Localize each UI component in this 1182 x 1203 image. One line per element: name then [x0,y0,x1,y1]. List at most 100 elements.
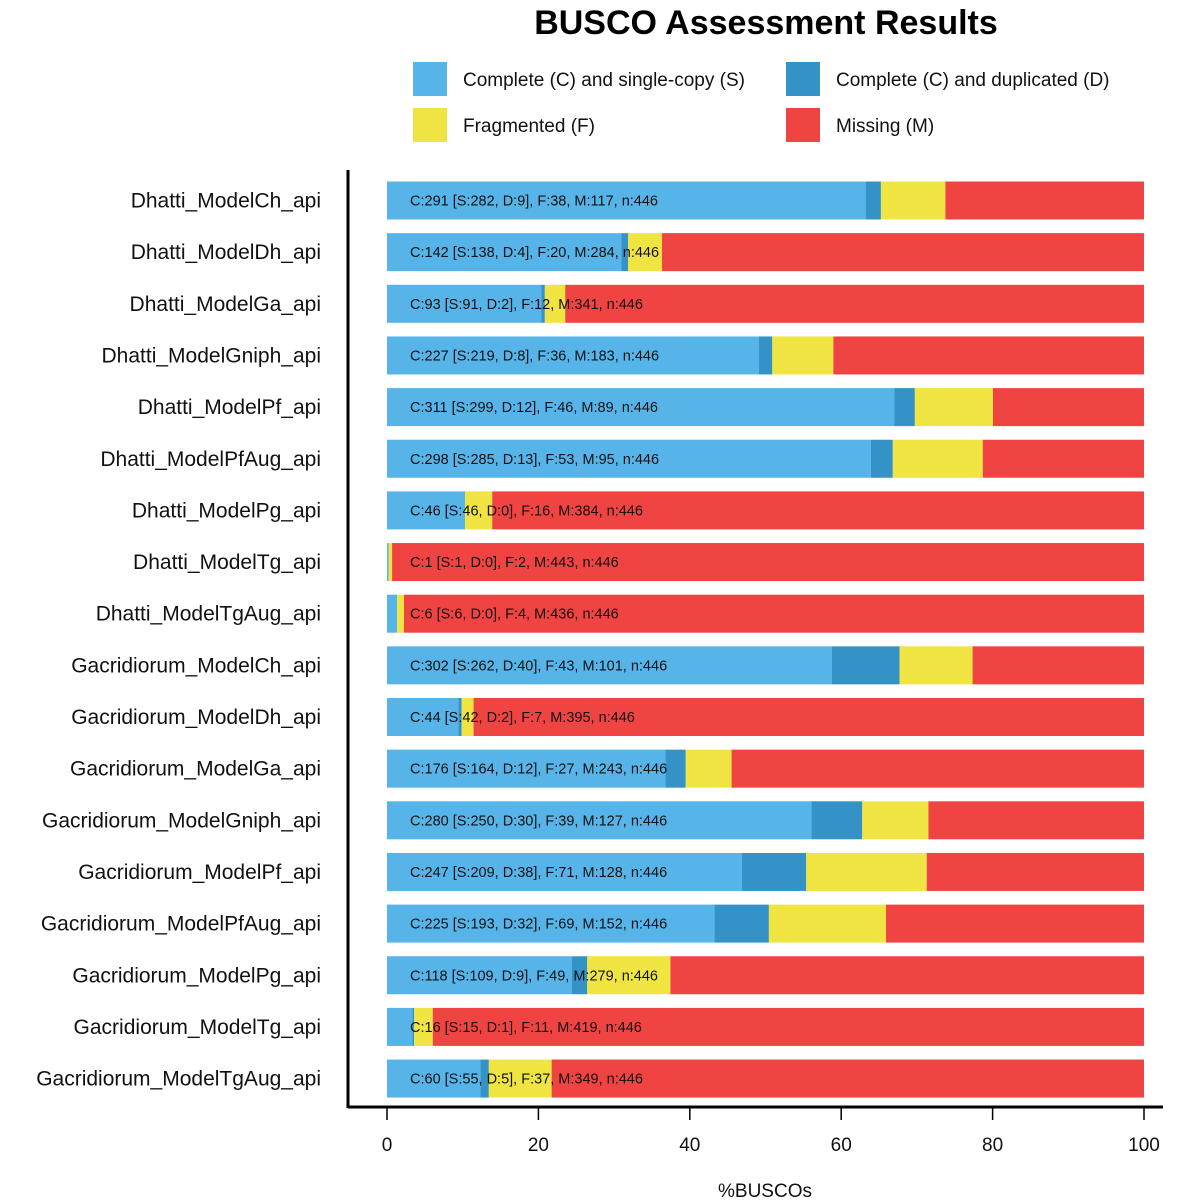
bar-segment-m [565,284,1144,323]
bar-segment-s [387,284,542,323]
bar-summary-label: C:118 [S:109, D:9], F:49, M:279, n:446 [410,968,658,984]
bar-segment-s [387,439,871,478]
bar-segment-m [886,904,1144,943]
bar-Dhatti_ModelPfAug_api: C:298 [S:285, D:13], F:53, M:95, n:446 [387,439,1144,478]
category-label: Dhatti_ModelPg_api [132,499,321,522]
bar-segment-f [544,284,566,323]
bar-segment-m [928,801,1144,840]
category-label: Dhatti_ModelCh_api [131,190,321,213]
x-axis-label: %BUSCOs [718,1181,812,1202]
bar-segment-d [458,698,462,736]
bar-segment-f [892,439,983,478]
bar-segment-m [551,1059,1144,1098]
bar-segment-d [870,439,893,478]
bar-summary-label: C:6 [S:6, D:0], F:4, M:436, n:446 [410,607,619,623]
bar-summary-label: C:298 [S:285, D:13], F:53, M:95, n:446 [410,452,659,468]
bar-Dhatti_ModelPf_api: C:311 [S:299, D:12], F:46, M:89, n:446 [387,388,1144,427]
bar-segment-m [670,956,1144,995]
bar-segment-f [880,181,946,220]
legend-swatch-d [786,62,820,96]
chart-title: BUSCO Assessment Results [534,4,998,42]
bar-Dhatti_ModelGa_api: C:93 [S:91, D:2], F:12, M:341, n:446 [387,284,1144,323]
category-label: Gacridiorum_ModelTg_api [74,1016,321,1039]
bar-summary-label: C:247 [S:209, D:38], F:71, M:128, n:446 [410,865,667,881]
bar-summary-label: C:176 [S:164, D:12], F:27, M:243, n:446 [410,762,667,778]
bar-Dhatti_ModelPg_api: C:46 [S:46, D:0], F:16, M:384, n:446 [387,491,1145,530]
bar-segment-s [387,1059,481,1098]
bar-segment-s [387,698,459,736]
bar-segment-d [541,284,545,323]
category-labels: Dhatti_ModelCh_api Dhatti_ModelDh_api Dhat… [36,190,321,1091]
bar-Dhatti_ModelCh_api: C:291 [S:282, D:9], F:38, M:117, n:446 [387,181,1144,220]
legend-label-m: Missing (M) [836,116,934,137]
bar-segment-s [387,956,573,995]
bar-segment-f [914,388,993,427]
bar-summary-label: C:46 [S:46, D:0], F:16, M:384, n:446 [410,503,643,519]
bar-segment-s [387,904,715,943]
legend-swatch-s [413,62,447,96]
category-label: Gacridiorum_ModelDh_api [71,706,321,729]
bar-Gacridiorum_ModelGniph_api: C:280 [S:250, D:30], F:39, M:127, n:446 [387,801,1144,840]
bar-segment-m [972,646,1144,685]
bar-segment-s [387,801,812,840]
category-label: Gacridiorum_ModelPf_api [78,861,321,884]
x-tick-label: 40 [679,1135,700,1156]
bar-Gacridiorum_ModelPfAug_api: C:225 [S:193, D:32], F:69, M:152, n:446 [387,904,1144,943]
x-ticks: 0 20 40 60 80 100 [382,1108,1160,1156]
bar-segment-d [865,181,881,220]
bar-segment-m [945,181,1144,220]
legend-swatch-f [413,108,447,142]
bars-group: C:291 [S:282, D:9], F:38, M:117, n:446 C:… [387,181,1145,1098]
bar-segment-f [628,233,662,272]
x-tick-label: 0 [382,1135,393,1156]
x-tick-label: 100 [1128,1135,1160,1156]
bar-segment-d [480,1059,489,1098]
bar-segment-s [387,646,832,685]
category-label: Gacridiorum_ModelTgAug_api [36,1068,321,1091]
bar-segment-s [387,491,466,530]
bar-segment-s [387,233,622,272]
bar-summary-label: C:280 [S:250, D:30], F:39, M:127, n:446 [410,813,667,829]
bar-segment-d [758,336,773,375]
legend-label-s: Complete (C) and single-copy (S) [463,70,745,91]
bar-summary-label: C:225 [S:193, D:32], F:69, M:152, n:446 [410,917,667,933]
bar-segment-f [414,1007,433,1046]
bar-summary-label: C:142 [S:138, D:4], F:20, M:284, n:446 [410,245,659,261]
bar-segment-m [432,1007,1144,1046]
bar-segment-m [833,336,1144,375]
bar-Gacridiorum_ModelPf_api: C:247 [S:209, D:38], F:71, M:128, n:446 [387,852,1144,891]
bar-Gacridiorum_ModelPg_api: C:118 [S:109, D:9], F:49, M:279, n:446 [387,956,1144,995]
bar-segment-d [894,388,915,427]
bar-Gacridiorum_ModelTgAug_api: C:60 [S:55, D:5], F:37, M:349, n:446 [387,1059,1144,1098]
bar-segment-s [387,181,866,220]
bar-Gacridiorum_ModelTg_api: C:16 [S:15, D:1], F:11, M:419, n:446 [387,1007,1144,1046]
category-label: Gacridiorum_ModelPfAug_api [41,913,321,936]
category-label: Dhatti_ModelPfAug_api [100,448,321,471]
bar-summary-label: C:60 [S:55, D:5], F:37, M:349, n:446 [410,1072,643,1088]
legend-swatch-m [786,108,820,142]
bar-segment-d [741,852,807,891]
bar-segment-f [388,543,393,582]
legend: Complete (C) and single-copy (S) Complete… [413,62,1110,142]
bar-segment-d [831,646,900,685]
bar-segment-m [492,491,1145,530]
bar-segment-d [714,904,769,943]
x-tick-label: 80 [982,1135,1003,1156]
category-label: Gacridiorum_ModelGa_api [70,758,321,781]
bar-summary-label: C:227 [S:219, D:8], F:36, M:183, n:446 [410,348,659,364]
bar-segment-s [387,1007,413,1046]
bar-Gacridiorum_ModelGa_api: C:176 [S:164, D:12], F:27, M:243, n:446 [387,749,1144,788]
bar-segment-s [387,749,666,788]
bar-segment-d [811,801,863,840]
category-label: Gacridiorum_ModelCh_api [71,654,321,677]
bar-summary-label: C:93 [S:91, D:2], F:12, M:341, n:446 [410,297,643,313]
bar-summary-label: C:1 [S:1, D:0], F:2, M:443, n:446 [410,555,619,571]
category-label: Dhatti_ModelPf_api [138,396,321,419]
bar-segment-d [572,956,588,995]
bar-segment-f [461,698,474,736]
bar-segment-m [473,698,1145,736]
bar-segment-s [387,336,759,375]
bar-segment-f [465,491,493,530]
bar-segment-m [926,852,1144,891]
bar-Gacridiorum_ModelDh_api: C:44 [S:42, D:2], F:7, M:395, n:446 [387,698,1145,736]
